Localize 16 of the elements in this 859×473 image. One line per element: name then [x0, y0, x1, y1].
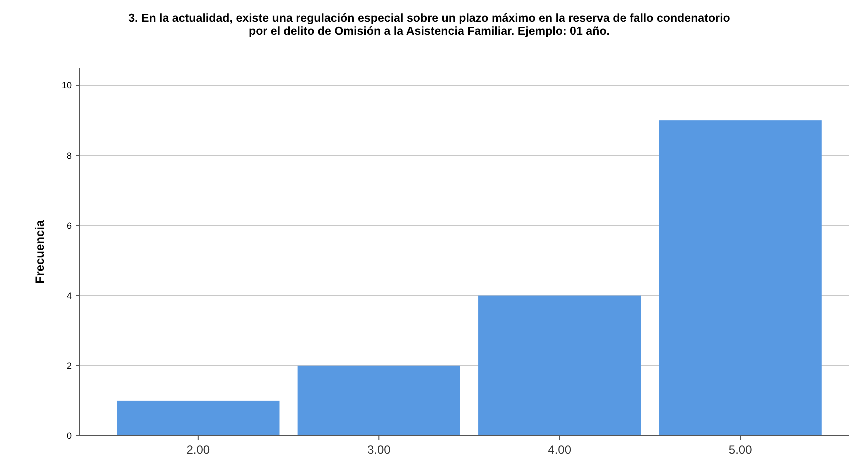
x-tick-label: 4.00: [548, 443, 572, 457]
y-tick-label: 8: [66, 150, 72, 161]
y-tick-label: 2: [66, 361, 72, 372]
bar: [117, 400, 280, 436]
y-tick-label: 4: [66, 290, 72, 301]
bar: [659, 120, 822, 436]
y-tick-label: 6: [66, 220, 72, 231]
x-tick-label: 3.00: [367, 443, 392, 457]
chart-title: 3. En la actualidad, existe una regulación especial sobre un plazo máximo en la reserva de fallo condenatorio por el delito de Omisión a la Asistencia Familiar. Ejemplo: 01 año.: [128, 12, 730, 38]
bar: [478, 296, 642, 436]
y-tick-label: 10: [62, 80, 72, 91]
y-tick-label: 0: [66, 431, 72, 442]
x-tick-label: 2.00: [186, 443, 210, 457]
y-axis-title: Frecuencia: [33, 220, 47, 284]
x-tick-label: 5.00: [728, 443, 753, 457]
bar: [298, 366, 460, 436]
